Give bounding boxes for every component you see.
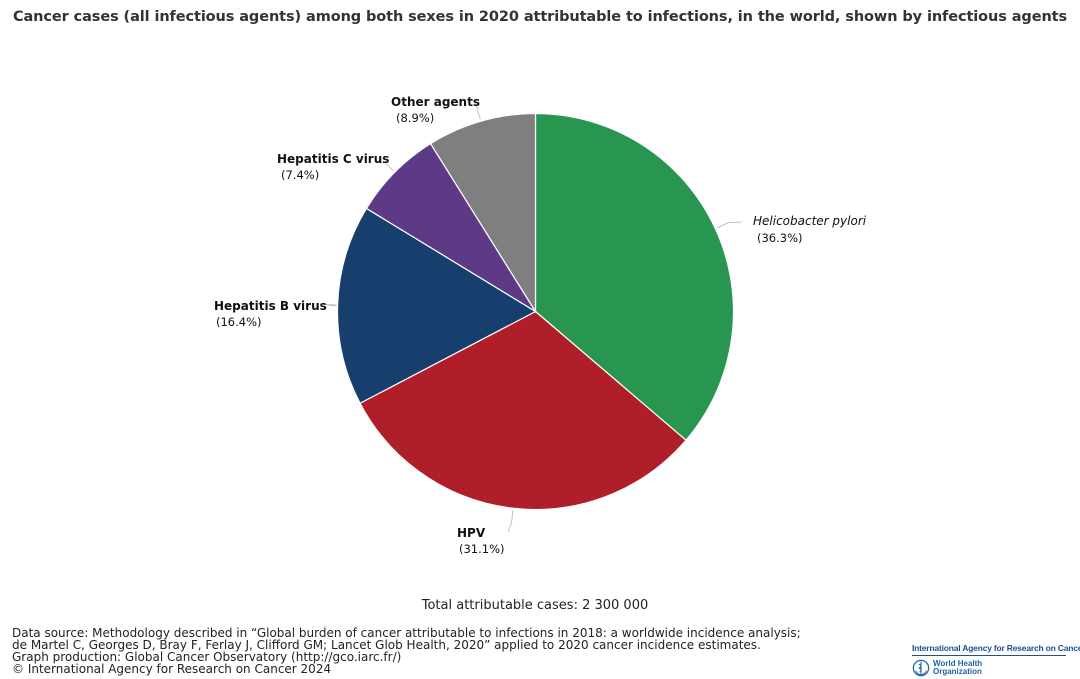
who-emblem-icon (912, 659, 930, 677)
slice-percentage-label: (7.4%) (281, 168, 319, 182)
iarc-logo-text: International Agency for Research on Can… (912, 643, 1080, 653)
footer-notes: Data source: Methodology described in “G… (12, 627, 801, 675)
who-logo-text-line-2: Organization (933, 667, 982, 676)
who-logo: World Health Organization (912, 659, 1072, 677)
footer-data-source-line-1: Data source: Methodology described in “G… (12, 626, 801, 640)
slice-percentage-label: (36.3%) (757, 231, 803, 245)
pie-slices (336, 112, 735, 511)
slice-label: Hepatitis C virus (277, 152, 389, 166)
leader-line (507, 510, 514, 533)
slice-label: Helicobacter pylori (753, 214, 867, 228)
pie-chart: Helicobacter pylori (36.3%) HPV (31.1%) Hepa… (214, 95, 867, 556)
logo-divider (912, 655, 1066, 656)
pie-leader-lines (323, 99, 743, 533)
slice-percentage-label: (31.1%) (459, 542, 505, 556)
who-logo-text-line-1: World Health (933, 659, 983, 668)
leader-line (716, 221, 743, 229)
leader-line (474, 99, 481, 120)
footer-copyright: © International Agency for Research on C… (12, 662, 332, 676)
who-logo-text: World Health Organization (933, 660, 982, 676)
slice-label: Hepatitis B virus (214, 299, 327, 313)
pie-labels: Helicobacter pylori (36.3%) HPV (31.1%) Hepa… (214, 95, 867, 556)
slice-percentage-label: (8.9%) (396, 111, 434, 125)
footer-graph-production: Graph production: Global Cancer Observat… (12, 650, 402, 664)
leader-line (379, 161, 394, 172)
slice-label: Other agents (391, 95, 480, 109)
footer-data-source-line-2: de Martel C, Georges D, Bray F, Ferlay J… (12, 638, 761, 652)
pie-slice-other-agents (429, 112, 537, 314)
slice-percentage-label: (16.4%) (216, 315, 262, 329)
pie-slice-helicobacter-pylori (534, 112, 735, 442)
total-attributable-cases: Total attributable cases: 2 300 000 (421, 598, 649, 613)
leader-line (323, 304, 338, 307)
pie-slice-hepatitis-b-virus (336, 207, 537, 405)
slice-label: HPV (457, 526, 486, 540)
logos: International Agency for Research on Can… (912, 643, 1080, 677)
chart-title: Cancer cases (all infectious agents) amo… (12, 9, 1068, 25)
